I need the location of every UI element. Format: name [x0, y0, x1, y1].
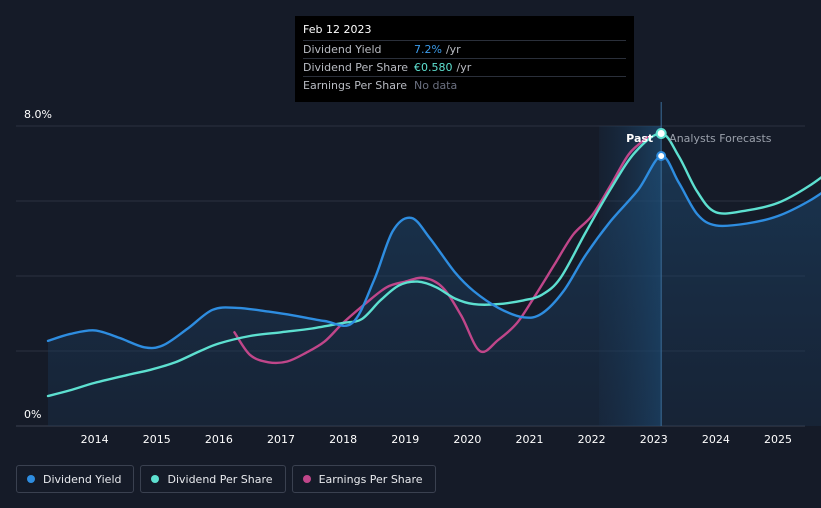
legend-item-earnings-per-share[interactable]: Earnings Per Share: [291, 465, 436, 493]
legend-label: Earnings Per Share: [318, 472, 423, 486]
tooltip-value: 7.2%: [414, 43, 442, 56]
tooltip-row-dividend-yield: Dividend Yield 7.2% /yr: [303, 40, 626, 58]
y-axis-label-min: 0%: [24, 408, 41, 421]
x-tick-label: 2014: [81, 433, 109, 446]
dividend-yield-area: [48, 155, 821, 426]
series-lines: [46, 132, 821, 398]
legend-dot-icon: [151, 475, 160, 483]
tooltip-label: Dividend Per Share: [303, 61, 409, 74]
tooltip-row-dividend-per-share: Dividend Per Share €0.580 /yr: [303, 58, 626, 76]
tooltip: Feb 12 2023 Dividend Yield 7.2% /yr Divi…: [295, 16, 634, 102]
x-tick-label: 2023: [640, 433, 668, 446]
earnings-per-share-line: [233, 136, 649, 365]
x-tick-label: 2021: [515, 433, 543, 446]
legend-dot-icon: [27, 475, 35, 483]
x-tick-label: 2015: [143, 433, 171, 446]
dividend-yield-point: [656, 151, 667, 161]
legend-label: Dividend Per Share: [167, 472, 273, 486]
tooltip-unit: /yr: [445, 43, 461, 56]
tooltip-value: €0.580: [414, 61, 453, 74]
y-axis-label-max: 8.0%: [24, 108, 52, 121]
x-axis-ticks: 2014 2015 2016 2017 2018 2019 2020 2021 2022 2023…: [81, 433, 792, 446]
x-tick-label: 2017: [267, 433, 295, 446]
x-tick-label: 2019: [391, 433, 419, 446]
tooltip-value: No data: [414, 79, 458, 92]
dividend-per-share-line: [46, 132, 821, 398]
dividend-yield-line: [46, 154, 821, 350]
legend-item-dividend-yield[interactable]: Dividend Yield: [16, 465, 135, 493]
x-tick-label: 2018: [329, 433, 357, 446]
x-tick-label: 2020: [453, 433, 481, 446]
legend-label: Dividend Yield: [43, 472, 122, 486]
forecast-label: Analysts Forecasts: [669, 132, 772, 145]
tooltip-row-earnings-per-share: Earnings Per Share No data: [303, 76, 626, 94]
cursor-points: [655, 128, 667, 161]
tooltip-unit: /yr: [456, 61, 472, 74]
legend: Dividend Yield Dividend Per Share Earnin…: [16, 465, 436, 493]
legend-dot-icon: [302, 475, 311, 483]
legend-item-dividend-per-share[interactable]: Dividend Per Share: [140, 465, 286, 493]
x-tick-label: 2022: [578, 433, 606, 446]
x-tick-label: 2016: [205, 433, 233, 446]
past-label: Past: [626, 132, 653, 145]
x-tick-label: 2024: [702, 433, 730, 446]
x-tick-label: 2025: [764, 433, 792, 446]
tooltip-label: Dividend Yield: [303, 43, 382, 56]
dividend-per-share-point: [655, 128, 667, 139]
tooltip-label: Earnings Per Share: [303, 79, 408, 92]
tooltip-date: Feb 12 2023: [303, 23, 372, 36]
